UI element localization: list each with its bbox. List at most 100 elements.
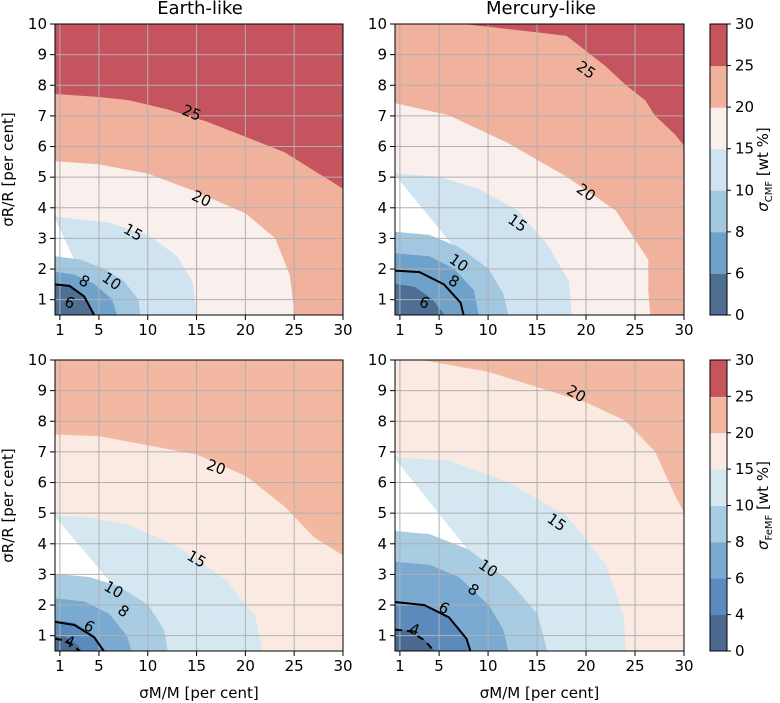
colorbar-segment bbox=[710, 231, 727, 274]
axes-frame bbox=[394, 359, 685, 652]
contour-label-25: 25 bbox=[179, 101, 203, 125]
x-tick-label: 1 bbox=[55, 657, 65, 675]
colorbar-segment bbox=[710, 396, 727, 434]
colorbar-segment bbox=[710, 578, 727, 616]
x-axis-label: σM/M [per cent] bbox=[139, 684, 258, 702]
colorbar-tick-label: 8 bbox=[735, 223, 745, 241]
axes-frame bbox=[394, 23, 685, 316]
x-tick-label: 25 bbox=[285, 321, 304, 339]
y-tick-label: 7 bbox=[37, 443, 47, 461]
axes-frame bbox=[54, 359, 344, 652]
colorbars-group: 0 6 8 10 15 20 25 30 σCMF [wt %] 0 4 6 8 10 15 20 25 30 σF… bbox=[709, 15, 775, 660]
x-tick-label: 5 bbox=[434, 321, 444, 339]
y-tick-label: 7 bbox=[377, 107, 387, 125]
column-title-mercury: Mercury-like bbox=[486, 0, 596, 19]
contour-label-20: 20 bbox=[204, 455, 228, 478]
colorbar-segment bbox=[710, 65, 727, 108]
y-tick-label: 3 bbox=[377, 565, 387, 583]
colorbar-segment bbox=[710, 469, 727, 506]
y-tick-label: 3 bbox=[37, 229, 47, 247]
colorbar-segment bbox=[710, 432, 727, 470]
colorbar-tick-label: 0 bbox=[735, 306, 745, 324]
y-tick-label: 2 bbox=[37, 260, 47, 278]
colorbar-tick-label: 15 bbox=[735, 140, 754, 158]
colorbar-segment bbox=[710, 107, 727, 150]
y-axis-label: σR/R [per cent] bbox=[0, 112, 17, 226]
y-tick-label: 4 bbox=[377, 535, 387, 553]
x-tick-label: 1 bbox=[55, 321, 65, 339]
x-tick-label: 25 bbox=[285, 657, 304, 675]
colorbar-tick-label: 15 bbox=[735, 460, 754, 478]
y-tick-label: 5 bbox=[377, 504, 387, 522]
y-tick-label: 9 bbox=[37, 382, 47, 400]
colorbar-segment bbox=[710, 541, 727, 579]
colorbar-tick-label: 30 bbox=[735, 15, 754, 33]
colorbar-frame bbox=[709, 23, 728, 316]
y-tick-label: 9 bbox=[377, 46, 387, 64]
colorbar-segment bbox=[710, 614, 727, 652]
x-tick-label: 5 bbox=[94, 657, 104, 675]
contour-line-solid bbox=[395, 601, 472, 651]
colorbar-label: σCMF [wt %] bbox=[754, 127, 775, 212]
y-tick-label: 7 bbox=[377, 443, 387, 461]
y-tick-label: 3 bbox=[37, 565, 47, 583]
contour-line-solid bbox=[395, 269, 465, 315]
x-tick-label: 20 bbox=[576, 657, 595, 675]
contour-line-solid bbox=[55, 283, 95, 315]
contour-line-dashed bbox=[55, 637, 81, 651]
colorbar-tick-label: 6 bbox=[735, 569, 745, 587]
y-tick-label: 6 bbox=[37, 474, 47, 492]
y-tick-label: 2 bbox=[377, 596, 387, 614]
y-tick-label: 10 bbox=[28, 15, 47, 33]
colorbar-tick-label: 4 bbox=[735, 606, 745, 624]
colorbar-segment bbox=[710, 360, 727, 397]
x-tick-label: 30 bbox=[333, 657, 352, 675]
y-tick-label: 2 bbox=[377, 260, 387, 278]
y-tick-label: 9 bbox=[377, 382, 387, 400]
contour-line-dashed bbox=[395, 628, 435, 651]
x-tick-label: 10 bbox=[479, 321, 498, 339]
y-tick-label: 6 bbox=[377, 474, 387, 492]
colorbar-label: σFeMF [wt %] bbox=[754, 461, 775, 550]
colorbar-segment bbox=[710, 273, 727, 316]
axes-frame bbox=[54, 23, 344, 316]
colorbar-tick-label: 25 bbox=[735, 57, 754, 75]
colorbar-tick-label: 0 bbox=[735, 642, 745, 660]
y-tick-label: 6 bbox=[377, 138, 387, 156]
colorbar-tick-label: 10 bbox=[735, 497, 754, 515]
contour-line-solid bbox=[55, 620, 105, 651]
colorbar-segment bbox=[710, 24, 727, 67]
x-tick-label: 10 bbox=[138, 321, 157, 339]
y-tick-label: 10 bbox=[28, 351, 47, 369]
y-tick-label: 1 bbox=[377, 627, 387, 645]
y-tick-label: 6 bbox=[37, 138, 47, 156]
y-axis-label: σR/R [per cent] bbox=[0, 448, 17, 562]
colorbar-tick-label: 20 bbox=[735, 424, 754, 442]
colorbar-tick-label: 25 bbox=[735, 387, 754, 405]
y-tick-label: 5 bbox=[377, 168, 387, 186]
x-tick-label: 20 bbox=[576, 321, 595, 339]
y-tick-label: 3 bbox=[377, 229, 387, 247]
y-tick-label: 4 bbox=[377, 199, 387, 217]
colorbar-segment bbox=[710, 148, 727, 191]
x-tick-label: 15 bbox=[187, 321, 206, 339]
y-tick-label: 9 bbox=[37, 46, 47, 64]
x-tick-label: 20 bbox=[236, 321, 255, 339]
x-axis-label: σM/M [per cent] bbox=[480, 684, 599, 702]
y-tick-label: 10 bbox=[368, 351, 387, 369]
x-tick-label: 30 bbox=[333, 321, 352, 339]
colorbar-cbar-cmf: 0 6 8 10 15 20 25 30 σCMF [wt %] bbox=[709, 15, 775, 324]
x-tick-label: 15 bbox=[528, 657, 547, 675]
y-tick-label: 10 bbox=[368, 15, 387, 33]
y-tick-label: 2 bbox=[37, 596, 47, 614]
x-tick-label: 20 bbox=[236, 657, 255, 675]
y-tick-label: 8 bbox=[377, 76, 387, 94]
